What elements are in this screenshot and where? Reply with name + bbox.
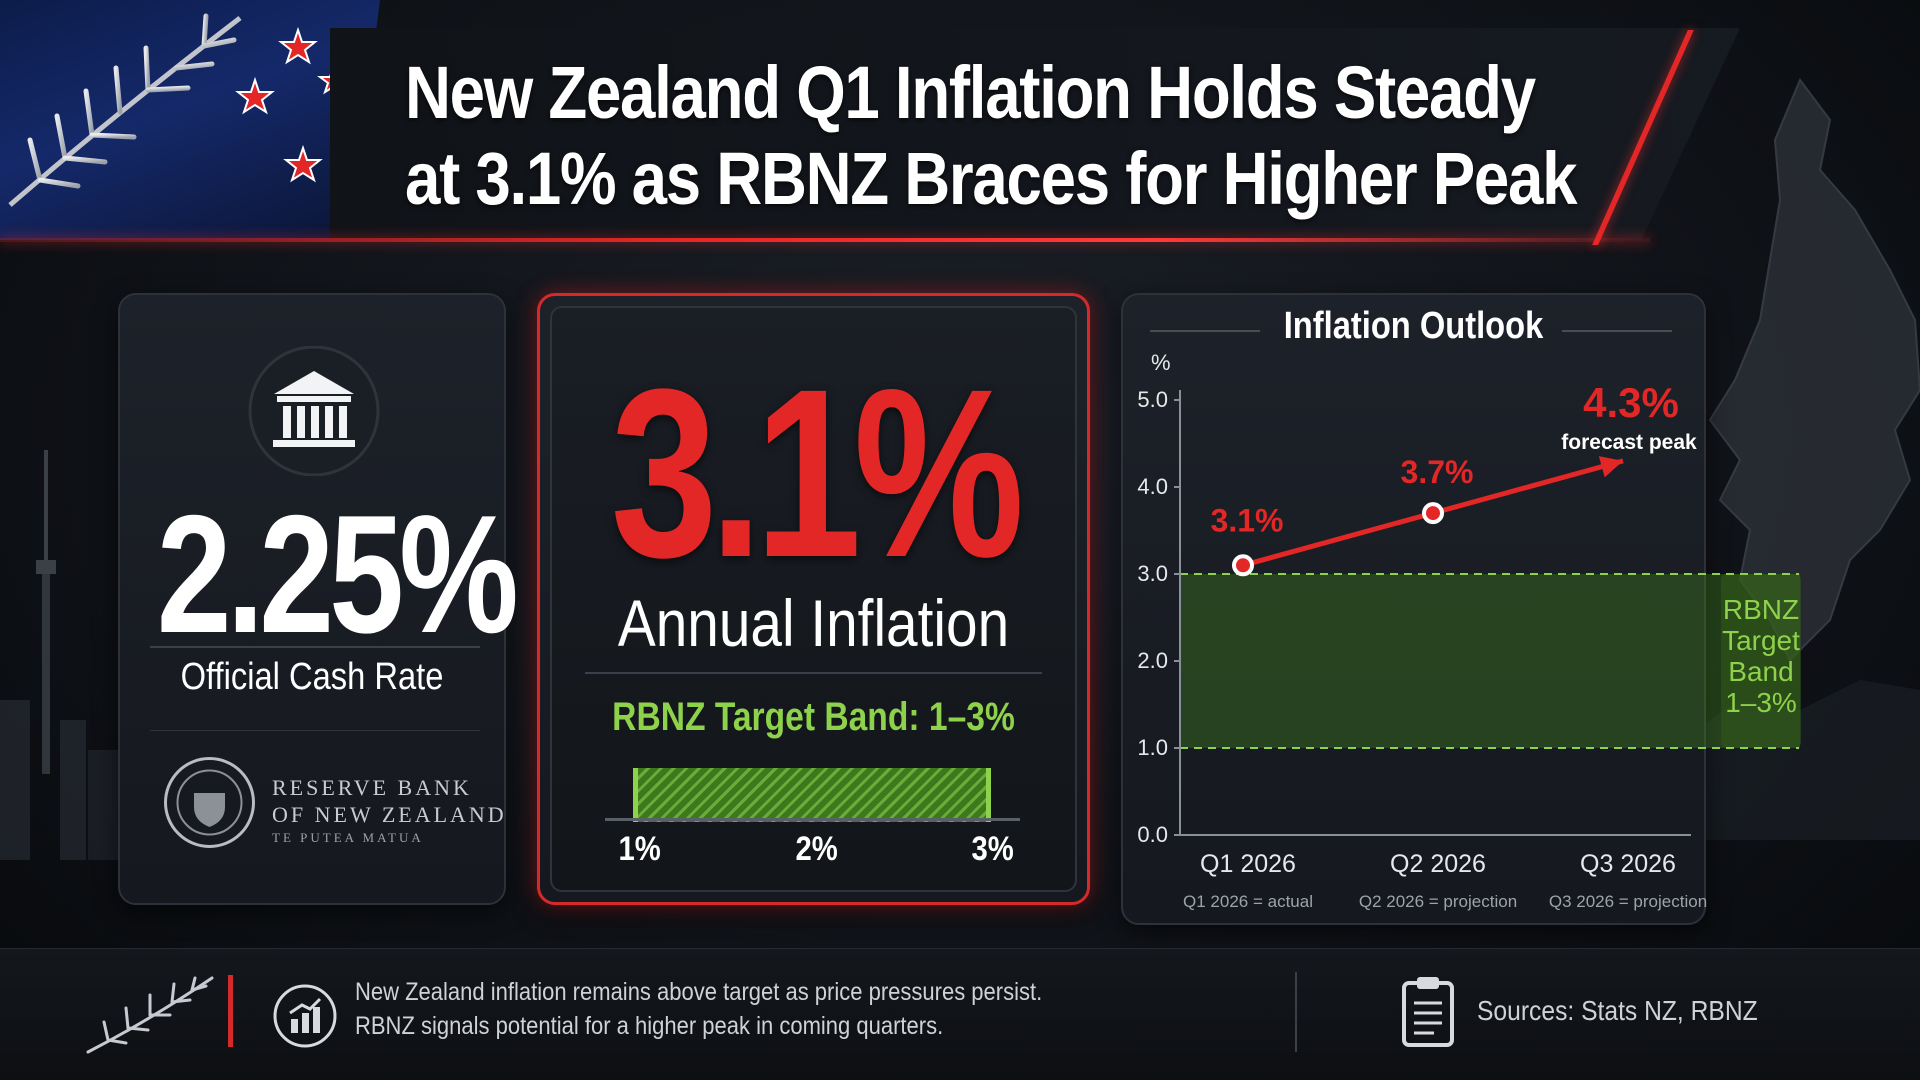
- rbnz-name-line-1: RESERVE BANK: [272, 775, 472, 800]
- data-point: [1232, 554, 1254, 577]
- footer-text-line-2: RBNZ signals potential for a higher peak…: [355, 1012, 944, 1040]
- headline-line-2: at 3.1% as RBNZ Braces for Higher Peak: [405, 137, 1578, 220]
- target-band-label: Target: [1722, 625, 1800, 656]
- inflation-outlook-card: [1121, 293, 1706, 925]
- y-tick-label: 2.0: [1137, 648, 1168, 673]
- band-tick-label: 1%: [618, 830, 661, 868]
- header: New Zealand Q1 Inflation Holds Steady at…: [0, 0, 1920, 245]
- clipboard-icon: [1402, 977, 1454, 1047]
- data-label: 4.3%: [1583, 379, 1679, 426]
- divider: [1150, 330, 1260, 332]
- title-banner: [330, 28, 1740, 240]
- sources-text: Sources: Stats NZ, RBNZ: [1477, 995, 1758, 1026]
- red-accent-rule: [0, 238, 1650, 242]
- bank-building-icon: [248, 346, 380, 476]
- inflation-value: 3.1%: [610, 339, 1025, 607]
- target-band-axis: [605, 818, 1020, 821]
- data-point: [1422, 502, 1444, 525]
- divider: [1562, 330, 1672, 332]
- rbnz-name-line-3: TE PUTEA MATUA: [272, 830, 424, 845]
- peak-annotation: forecast peak: [1561, 431, 1697, 454]
- x-category-note: Q1 2026 = actual: [1183, 892, 1313, 911]
- bar-chart-icon: [273, 984, 337, 1048]
- divider: [150, 730, 480, 731]
- y-tick-label: 1.0: [1137, 735, 1168, 760]
- x-tick-label: Q1 2026: [1200, 850, 1296, 878]
- y-tick-label: 3.0: [1137, 561, 1168, 586]
- divider: [150, 646, 480, 648]
- nz-flag-graphic: [0, 0, 380, 240]
- data-label: 3.7%: [1401, 454, 1474, 490]
- x-category-note: Q2 2026 = projection: [1359, 892, 1517, 911]
- target-band-bar: [633, 768, 991, 822]
- series-arrowhead: [1598, 456, 1623, 478]
- data-label: 3.1%: [1211, 502, 1284, 538]
- silver-fern-icon: [8, 13, 242, 207]
- footer-text-line-1: New Zealand inflation remains above targ…: [355, 978, 1043, 1006]
- band-tick-label: 3%: [971, 830, 1014, 868]
- y-tick-label: 4.0: [1137, 474, 1168, 499]
- y-axis-unit-label: %: [1151, 350, 1171, 375]
- target-band-label: RBNZ: [1723, 594, 1799, 625]
- x-category-note: Q3 2026 = projection: [1549, 892, 1707, 911]
- y-tick-label: 5.0: [1137, 387, 1168, 412]
- silver-fern-icon: [86, 976, 214, 1054]
- chart-title: Inflation Outlook: [1283, 305, 1544, 347]
- southern-cross-stars-icon: [235, 26, 349, 183]
- divider: [585, 672, 1042, 674]
- target-band-label: RBNZ Target Band: 1–3%: [612, 695, 1015, 739]
- target-band-area: [1180, 574, 1800, 748]
- x-tick-label: Q2 2026: [1390, 850, 1486, 878]
- band-tick-label: 2%: [795, 830, 838, 868]
- red-accent-bar: [228, 975, 233, 1047]
- ocr-value: 2.25%: [156, 480, 519, 668]
- headline-line-1: New Zealand Q1 Inflation Holds Steady: [405, 51, 1536, 134]
- ocr-label: Official Cash Rate: [180, 656, 444, 698]
- x-tick-label: Q3 2026: [1580, 850, 1676, 878]
- inflation-label: Annual Inflation: [617, 586, 1010, 660]
- rbnz-name-line-2: OF NEW ZEALAND: [272, 802, 507, 827]
- y-tick-label: 0.0: [1137, 822, 1168, 847]
- rbnz-seal-icon: [164, 757, 255, 848]
- target-band-label-box: [1721, 574, 1801, 748]
- auckland-skyline-graphic: [0, 450, 118, 860]
- target-band-label: Band: [1728, 656, 1793, 687]
- divider: [1295, 972, 1297, 1052]
- target-band-label: 1–3%: [1725, 687, 1797, 718]
